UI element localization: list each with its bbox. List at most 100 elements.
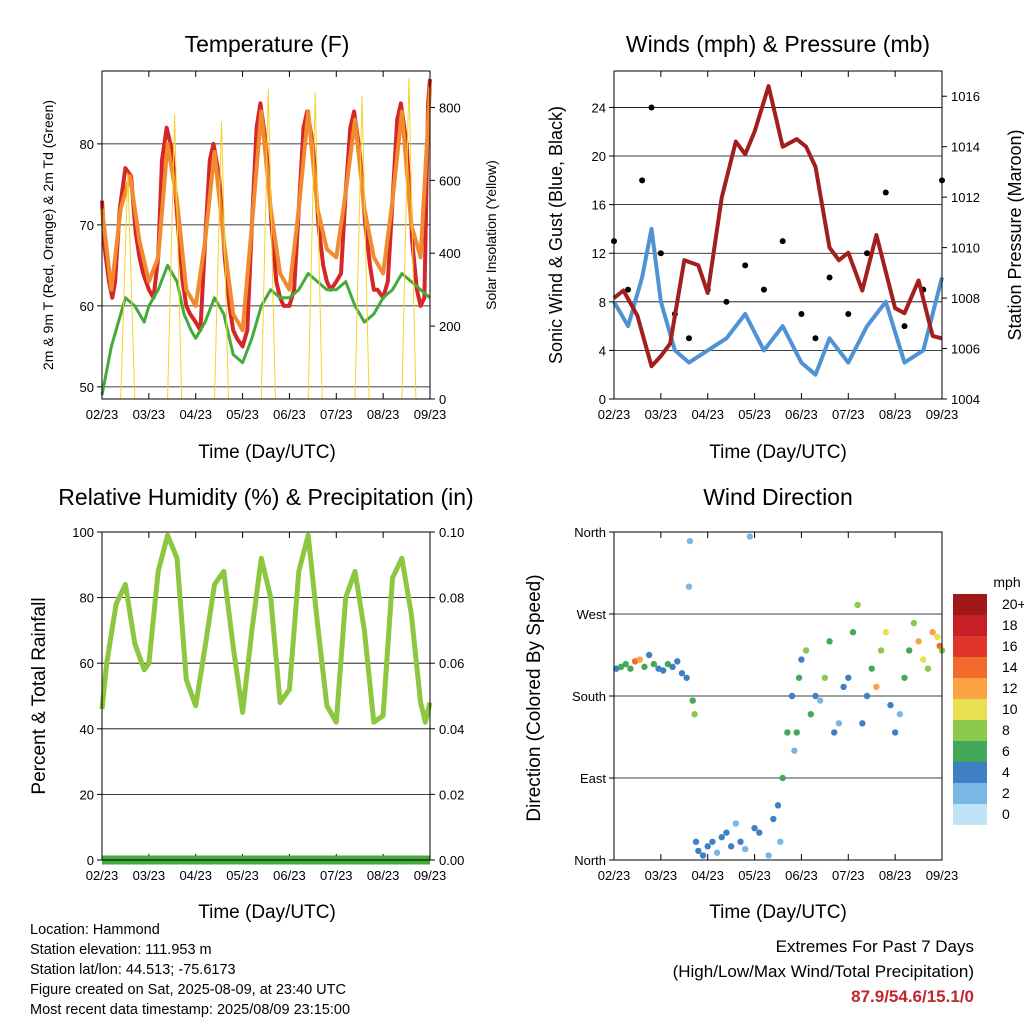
gust-point <box>625 286 632 293</box>
direction-point <box>770 815 777 823</box>
direction-point <box>873 683 880 691</box>
direction-point <box>877 647 885 654</box>
direction-point <box>732 820 740 827</box>
direction-point <box>891 729 899 736</box>
x-tick-label: 05/23 <box>738 868 771 883</box>
series-relative-humidity <box>99 532 433 725</box>
y-tick-label: 80 <box>80 591 94 606</box>
y-tick-label: West <box>577 607 607 622</box>
temperature-ylabel-right: Solar Insolation (Yellow) <box>483 160 499 310</box>
y2-tick-label: 0.10 <box>439 525 464 540</box>
legend-swatch <box>953 657 987 678</box>
direction-point <box>723 829 730 836</box>
x-tick-label: 03/23 <box>645 868 678 883</box>
direction-point <box>920 656 927 663</box>
y2-tick-label: 0.08 <box>439 591 464 606</box>
legend-label: 16 <box>1002 638 1018 654</box>
direction-point <box>934 633 941 640</box>
direction-point <box>617 663 625 671</box>
direction-point <box>636 656 643 663</box>
x-tick-label: 02/23 <box>86 407 119 422</box>
gust-point <box>760 286 767 293</box>
y2-tick-label: 0 <box>439 392 446 407</box>
direction-point <box>727 843 735 850</box>
y-tick-label: 60 <box>80 299 94 314</box>
direction-point <box>854 601 861 609</box>
x-tick-label: 07/23 <box>832 868 865 883</box>
y2-tick-label: 0.00 <box>439 853 464 868</box>
gust-point <box>657 250 664 257</box>
direction-point <box>863 692 871 700</box>
direction-point <box>779 774 786 782</box>
direction-point <box>742 845 749 853</box>
direction-ylabel-left: Direction (Colored By Speed) <box>524 574 545 821</box>
legend-label: 18 <box>1002 617 1018 633</box>
y2-tick-label: 1012 <box>951 190 980 205</box>
direction-point <box>793 729 800 736</box>
direction-point <box>704 843 711 850</box>
direction-point <box>751 824 758 832</box>
y-tick-label: 4 <box>599 343 606 358</box>
x-tick-label: 08/23 <box>367 407 400 422</box>
y-tick-label: 20 <box>592 149 606 164</box>
gust-point <box>639 177 646 184</box>
legend-swatch <box>953 615 987 636</box>
gust-point <box>882 189 889 196</box>
direction-point <box>650 660 658 668</box>
series-solar-insolation <box>120 77 417 400</box>
y-tick-label: 80 <box>80 137 94 152</box>
legend-label: 2 <box>1002 785 1010 801</box>
direction-point <box>756 829 763 836</box>
direction-point <box>929 629 936 636</box>
temperature-plot-area: 02/23 03/23 04/23 05/23 06/23 07/23 08/23 09/23… <box>80 71 461 422</box>
humidity-plot-area: 02/23 03/23 04/23 05/23 06/23 07/23 08/23 09/23… <box>72 525 464 883</box>
y2-tick-label: 1016 <box>951 89 980 104</box>
direction-point <box>910 619 918 627</box>
y2-tick-label: 600 <box>439 173 461 188</box>
y-tick-label: 50 <box>80 380 94 395</box>
direction-point <box>686 537 694 545</box>
y2-tick-label: 800 <box>439 100 461 115</box>
y-tick-label: 16 <box>592 198 606 213</box>
winds-title: Winds (mph) & Pressure (mb) <box>626 31 930 57</box>
x-tick-label: 08/23 <box>879 407 912 422</box>
y2-tick-label: 1008 <box>951 291 980 306</box>
direction-point <box>660 667 667 674</box>
winds-frame <box>613 70 943 400</box>
gust-point <box>864 250 871 257</box>
x-tick-label: 02/23 <box>598 868 631 883</box>
x-tick-label: 08/23 <box>879 868 912 883</box>
direction-panel: Wind Direction 02/23 03/23 04/23 05/23 06/23… <box>524 484 1024 923</box>
y-tick-label: 0 <box>87 853 94 868</box>
speed-legend: mph 20+ 18 16 14 12 10 8 6 4 2 0 <box>953 574 1024 825</box>
y-tick-label: 12 <box>592 246 606 261</box>
direction-point <box>812 692 819 700</box>
legend-swatch <box>953 783 987 804</box>
direction-point <box>627 665 634 672</box>
direction-title: Wind Direction <box>703 484 853 510</box>
y-tick-label: North <box>574 853 606 868</box>
direction-point <box>713 849 721 856</box>
station-info: Location: Hammond Station elevation: 111… <box>30 920 350 1020</box>
humidity-panel: Relative Humidity (%) & Precipitation (i… <box>29 484 474 923</box>
direction-point <box>840 683 847 691</box>
y-tick-label: East <box>580 771 606 786</box>
y2-tick-label: 0.02 <box>439 787 464 802</box>
direction-point <box>709 838 716 845</box>
direction-point <box>845 674 852 681</box>
legend-swatch <box>953 762 987 783</box>
y2-tick-label: 0.04 <box>439 722 464 737</box>
winds-plot-area: 02/23 03/23 04/23 05/23 06/23 07/23 08/23 09/23… <box>592 71 980 422</box>
y-tick-label: 20 <box>80 787 94 802</box>
direction-point <box>641 663 648 671</box>
direction-point <box>746 533 754 540</box>
y-tick-label: South <box>572 689 606 704</box>
x-tick-label: 04/23 <box>179 407 212 422</box>
x-tick-label: 04/23 <box>691 868 724 883</box>
direction-point <box>692 838 700 845</box>
direction-point <box>835 720 843 727</box>
x-tick-label: 02/23 <box>598 407 631 422</box>
direction-point <box>737 838 744 845</box>
x-tick-label: 06/23 <box>785 868 818 883</box>
